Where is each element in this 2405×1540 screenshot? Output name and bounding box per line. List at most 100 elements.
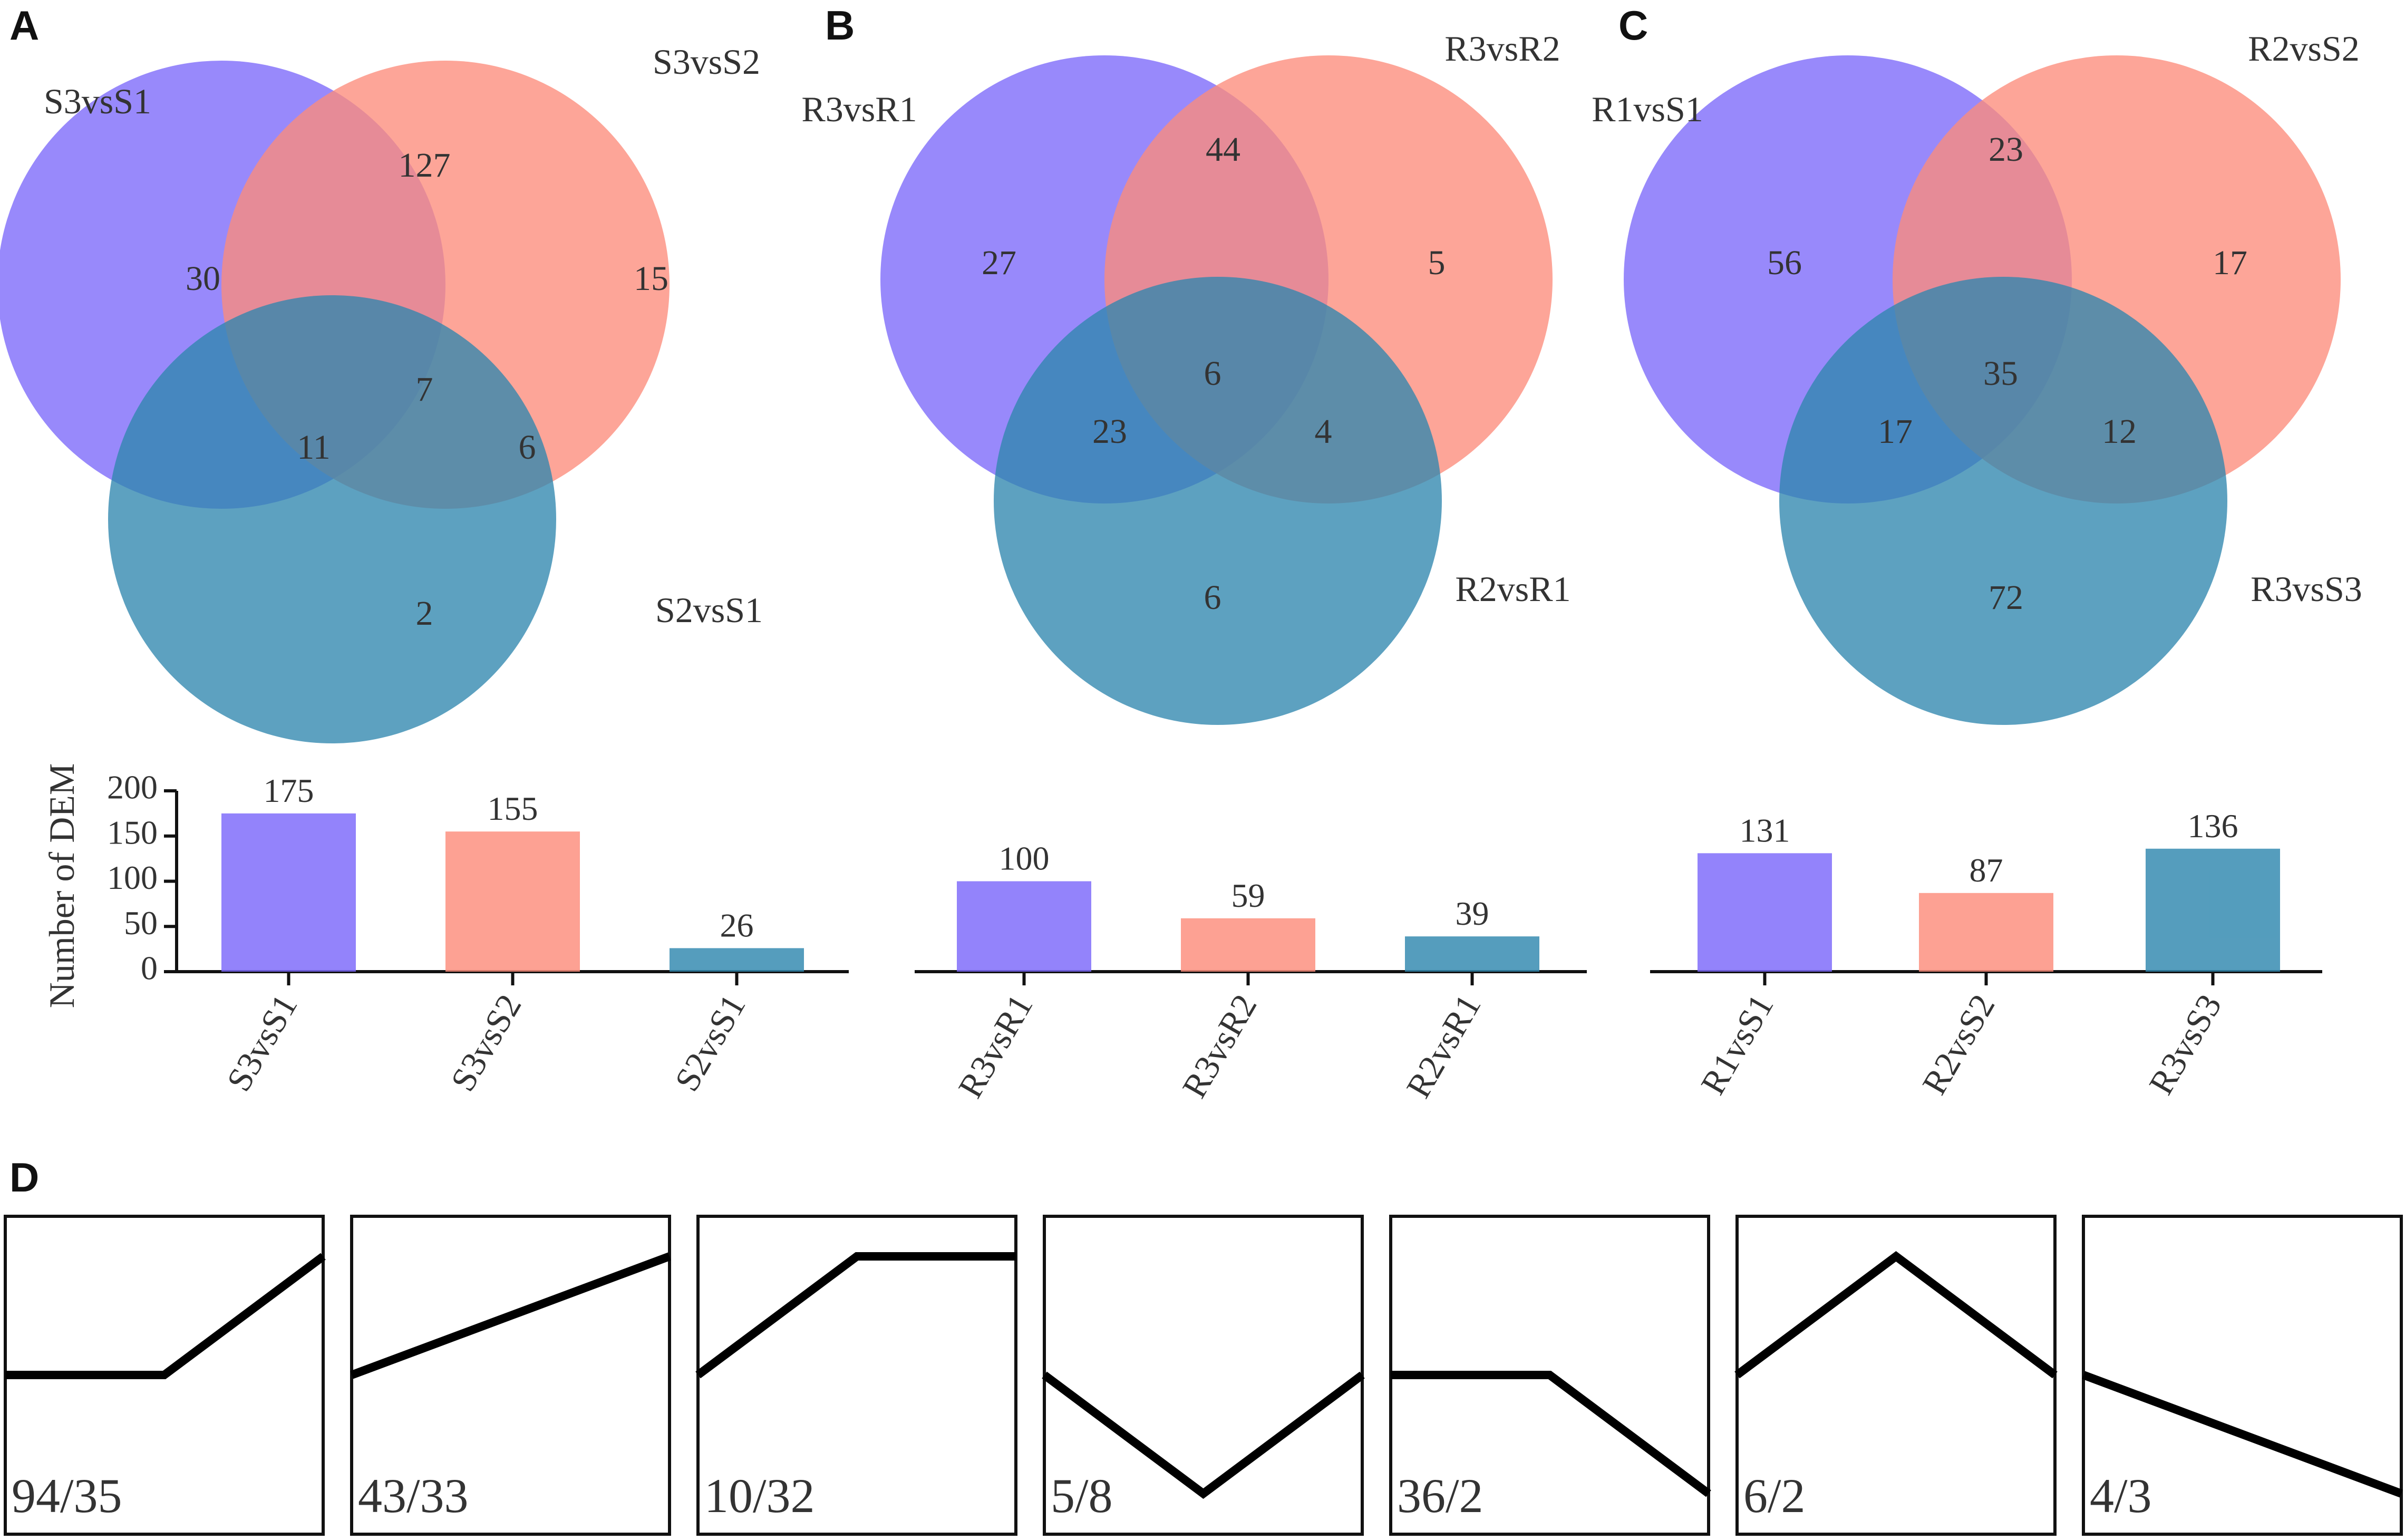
- bar-chart-b: 100 R3vsR1 59 R3vsR2 39 R2vsR1: [915, 840, 1587, 1105]
- bar-r3vss3: [2146, 848, 2280, 972]
- venn-region-count: 72: [1989, 578, 2023, 617]
- trend-profile-6: 6/2: [1734, 1215, 2058, 1536]
- bar-value-label: 131: [1740, 811, 1790, 849]
- venn-circle-r2vsr1: [994, 277, 1442, 725]
- venn-region-count: 6: [1204, 354, 1221, 393]
- venn-region-count: 11: [297, 428, 331, 467]
- venn-region-count: 35: [1983, 354, 2018, 393]
- bar-value-label: 59: [1231, 877, 1265, 914]
- profile-trend-line: [1734, 1251, 2058, 1379]
- profile-trend-line: [695, 1252, 1016, 1379]
- bar-value-label: 26: [720, 906, 754, 944]
- bar-r2vss2: [1919, 893, 2053, 972]
- bar-s2vss1: [670, 948, 804, 972]
- bar-value-label: 175: [264, 772, 314, 809]
- venn-region-count: 44: [1206, 130, 1240, 169]
- venn-region-count: 27: [982, 244, 1016, 282]
- bar-s3vss1: [221, 813, 356, 972]
- venn-region-count: 7: [416, 370, 433, 409]
- bar-value-label: 87: [1970, 851, 2003, 889]
- profile-frame: [350, 1215, 671, 1536]
- profile-trend-line: [2082, 1371, 2403, 1498]
- venn-circle-r3vss3: [1779, 277, 2227, 725]
- venn-region-count: 17: [1878, 412, 1913, 451]
- venn-set-label: R3vsR2: [1444, 28, 1560, 69]
- x-tick-label: R3vsR2: [1175, 988, 1265, 1105]
- venn-set-label: S3vsS2: [653, 42, 760, 82]
- venn-set-label: R3vsR1: [801, 89, 917, 129]
- venn-region-count: 15: [634, 259, 668, 298]
- venn-region-count: 23: [1092, 412, 1127, 451]
- trend-profile-4: 5/8: [1042, 1215, 1365, 1536]
- y-tick-label: 100: [107, 859, 158, 896]
- y-tick-label: 50: [124, 904, 158, 942]
- trend-profile-5: 36/2: [1389, 1215, 1711, 1536]
- bar-r3vsr2: [1181, 918, 1315, 972]
- panel-letter-c: C: [1618, 2, 1648, 49]
- x-tick-label: R2vsS2: [1915, 988, 2003, 1101]
- x-tick-label: S2vsS1: [667, 988, 753, 1098]
- venn-set-label: S2vsS1: [655, 590, 763, 630]
- x-tick-label: R3vsR1: [951, 988, 1041, 1105]
- profile-frame: [1735, 1215, 2057, 1536]
- venn-region-count: 6: [519, 428, 536, 467]
- profile-count-label: 4/3: [2090, 1469, 2152, 1523]
- profile-trend-line: [5, 1253, 326, 1379]
- y-axis-title: Number of DEM: [42, 763, 82, 1009]
- x-tick-label: S3vsS1: [219, 988, 305, 1098]
- venn-region-count: 23: [1989, 130, 2023, 169]
- venn-panel-c: R1vsS1 R2vsS2 R3vsS3 56 17 72 23 17 12 35: [1592, 28, 2362, 725]
- trend-profile-1: 94/35: [4, 1215, 326, 1536]
- bar-value-label: 155: [488, 790, 538, 827]
- venn-set-label: R2vsS2: [2248, 28, 2360, 69]
- venn-region-count: 30: [186, 259, 220, 298]
- venn-region-count: 5: [1428, 244, 1446, 282]
- bar-chart-c: 131 R1vsS1 87 R2vsS2 136 R3vsS3: [1650, 807, 2322, 1101]
- y-tick-label: 0: [141, 950, 158, 987]
- profile-count-label: 10/32: [704, 1469, 815, 1523]
- venn-region-count: 12: [2102, 412, 2137, 451]
- profile-count-label: 43/33: [358, 1469, 469, 1523]
- panel-letter-d: D: [9, 1154, 39, 1200]
- bar-chart-a: 175 S3vsS1 155 S3vsS2 26 S2vsS1 0 50 100 150 200 Nu…: [42, 763, 849, 1098]
- venn-region-count: 2: [416, 594, 433, 633]
- profile-count-label: 5/8: [1051, 1469, 1113, 1523]
- panel-letter-b: B: [825, 2, 855, 49]
- bar-value-label: 100: [999, 840, 1050, 877]
- bar-value-label: 39: [1456, 895, 1489, 932]
- profile-count-label: 6/2: [1743, 1469, 1806, 1523]
- profile-count-label: 36/2: [1397, 1469, 1483, 1523]
- profile-trend-line: [1042, 1371, 1365, 1499]
- venn-set-label: R2vsR1: [1455, 569, 1570, 609]
- venn-set-label: R3vsS3: [2251, 569, 2362, 609]
- profile-frame: [696, 1215, 1017, 1536]
- venn-panel-b: R3vsR1 R3vsR2 R2vsR1 27 5 6 44 23 4 6: [801, 28, 1571, 725]
- x-tick-label: S3vsS2: [443, 988, 529, 1098]
- venn-region-count: 56: [1767, 244, 1802, 282]
- venn-set-label: R1vsS1: [1592, 89, 1703, 129]
- trend-profile-7: 4/3: [2082, 1215, 2403, 1536]
- venn-region-count: 6: [1204, 578, 1221, 617]
- x-tick-label: R2vsR1: [1399, 988, 1489, 1105]
- profile-count-label: 94/35: [12, 1469, 122, 1523]
- bar-r2vsr1: [1405, 936, 1539, 972]
- y-tick-label: 150: [107, 813, 158, 851]
- bar-r1vss1: [1698, 853, 1832, 972]
- trend-profile-3: 10/32: [695, 1215, 1017, 1536]
- profile-trend-line: [350, 1252, 671, 1379]
- bar-s3vss2: [445, 831, 580, 972]
- profile-trend-line: [1391, 1371, 1711, 1497]
- bar-value-label: 136: [2188, 807, 2238, 845]
- venn-region-count: 127: [399, 146, 451, 185]
- x-tick-label: R3vsS3: [2142, 988, 2229, 1101]
- venn-region-count: 4: [1315, 412, 1332, 451]
- venn-set-label: S3vsS1: [44, 81, 151, 121]
- venn-circle-s2vss1: [108, 295, 556, 743]
- y-tick-label: 200: [107, 769, 158, 806]
- trend-profile-2: 43/33: [350, 1215, 671, 1536]
- venn-panel-a: S3vsS1 S3vsS2 S2vsS1 30 15 2 127 11 6 7: [0, 42, 763, 743]
- panel-letter-a: A: [9, 2, 39, 49]
- x-tick-label: R1vsS1: [1694, 988, 1781, 1101]
- venn-region-count: 17: [2213, 244, 2247, 282]
